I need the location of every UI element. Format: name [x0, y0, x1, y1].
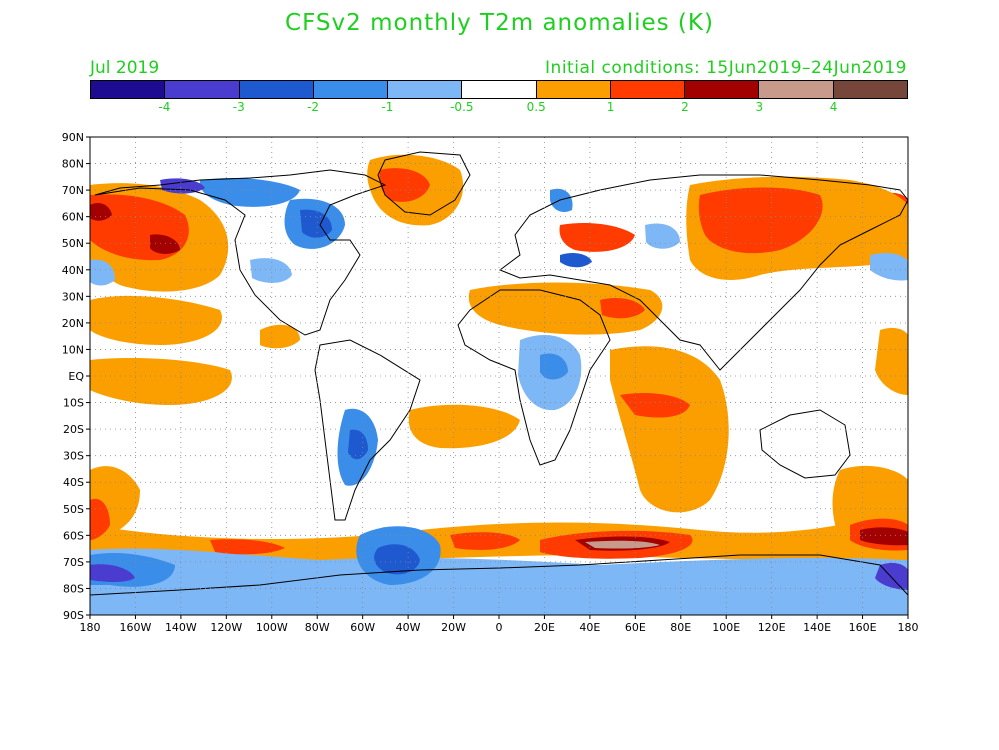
color-scale-label: 0.5: [526, 100, 546, 114]
longitude-label: 180: [80, 621, 101, 634]
color-scale-label: -3: [232, 100, 245, 114]
longitude-label: 40W: [396, 621, 421, 634]
longitude-label: 100E: [712, 621, 740, 634]
forecast-month-label: Jul 2019: [90, 58, 160, 78]
color-scale-bar: [90, 80, 908, 99]
color-scale-label: -4: [158, 100, 171, 114]
color-scale-labels: -4 -3 -2 -1 -0.5 0.5 1 2 3 4: [90, 100, 908, 118]
latitude-label: 60S: [63, 529, 84, 542]
initial-conditions-label: Initial conditions: 15Jun2019–24Jun2019: [545, 58, 907, 78]
color-scale-label: 3: [755, 100, 764, 114]
latitude-label: 10N: [62, 343, 84, 356]
color-scale-label: -2: [307, 100, 320, 114]
longitude-label: 20W: [441, 621, 466, 634]
latitude-label: 30S: [63, 450, 84, 463]
longitude-label: 80W: [305, 621, 330, 634]
latitude-label: 50N: [62, 237, 84, 250]
longitude-label: 120E: [758, 621, 786, 634]
latitude-label: 90S: [63, 609, 84, 622]
latitude-label: 80S: [63, 582, 84, 595]
color-scale-label: -1: [381, 100, 394, 114]
longitude-label: 60E: [625, 621, 646, 634]
color-scale-segment: [91, 81, 166, 98]
longitude-label: 160E: [849, 621, 877, 634]
latitude-label: 40N: [62, 264, 84, 277]
longitude-label: 140W: [165, 621, 197, 634]
latitude-label: 40S: [63, 476, 84, 489]
anomaly-field: [90, 154, 908, 615]
color-scale-label: 2: [681, 100, 689, 114]
latitude-labels: 90N 80N 70N 60N 50N 40N 30N 20N 10N EQ 10S 20S 30S 40…: [62, 131, 90, 622]
color-scale-segment: [833, 81, 907, 98]
color-scale-segment: [239, 81, 314, 98]
color-scale-segment: [610, 81, 686, 98]
longitude-labels: 180 160W 140W 120W 100W 80W 60W 40W 20W 0 20E 40E 60…: [80, 615, 919, 634]
latitude-label: 70S: [63, 556, 84, 569]
latitude-label: 80N: [62, 158, 84, 171]
latitude-label: 60N: [62, 211, 84, 224]
latitude-label: 70N: [62, 184, 84, 197]
longitude-label: 80E: [670, 621, 691, 634]
longitude-label: 60W: [350, 621, 375, 634]
latitude-label: 20S: [63, 423, 84, 436]
longitude-label: 120W: [210, 621, 242, 634]
longitude-label: 160W: [120, 621, 152, 634]
color-scale-label: -0.5: [450, 100, 474, 114]
latitude-label: EQ: [68, 370, 84, 383]
color-scale-segment: [759, 81, 834, 98]
latitude-label: 30N: [62, 290, 84, 303]
latitude-label: 50S: [63, 503, 84, 516]
color-scale-label: 4: [829, 100, 838, 114]
map-title: CFSv2 monthly T2m anomalies (K): [285, 10, 714, 36]
latitude-label: 10S: [63, 397, 84, 410]
longitude-label: 0: [496, 621, 503, 634]
color-scale-segment: [536, 81, 611, 98]
longitude-label: 40E: [579, 621, 600, 634]
longitude-label: 180: [898, 621, 919, 634]
color-scale-segment: [388, 81, 463, 98]
color-scale-label: 1: [606, 100, 615, 114]
color-scale-segment: [685, 81, 760, 98]
longitude-label: 20E: [534, 621, 555, 634]
latitude-label: 20N: [62, 317, 84, 330]
color-scale-segment: [462, 81, 537, 98]
longitude-label: 100W: [256, 621, 288, 634]
longitude-label: 140E: [803, 621, 831, 634]
color-scale-segment: [313, 81, 389, 98]
color-scale-segment: [165, 81, 240, 98]
latitude-label: 90N: [62, 131, 84, 144]
